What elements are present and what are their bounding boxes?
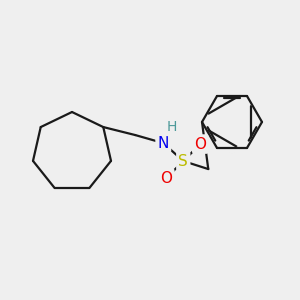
Text: O: O xyxy=(194,136,206,152)
Text: H: H xyxy=(167,120,178,134)
Text: S: S xyxy=(178,154,188,169)
Text: O: O xyxy=(160,171,172,186)
Text: N: N xyxy=(158,136,169,151)
